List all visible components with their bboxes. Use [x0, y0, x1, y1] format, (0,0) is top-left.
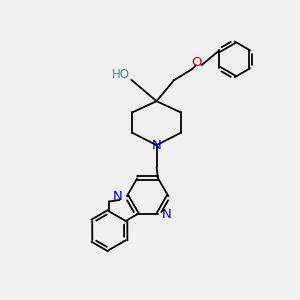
Text: N: N: [113, 190, 123, 203]
Text: N: N: [162, 208, 172, 221]
Text: N: N: [152, 139, 161, 152]
Text: HO: HO: [112, 68, 130, 81]
Text: O: O: [191, 56, 201, 69]
